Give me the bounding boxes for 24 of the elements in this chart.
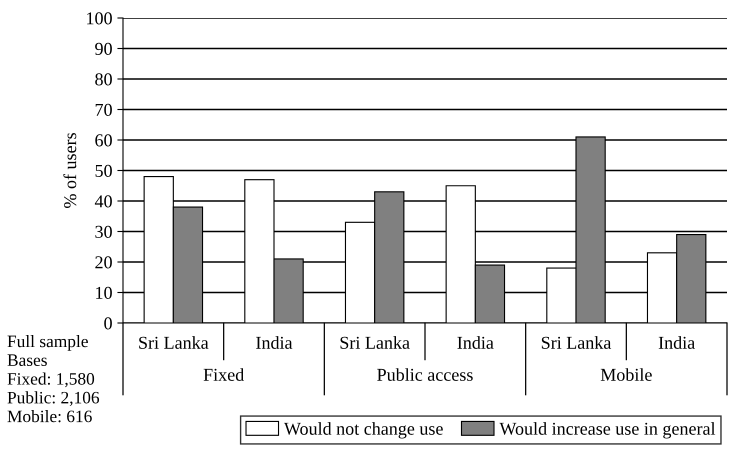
y-tick-label: 40 [94,195,112,208]
text: Public access [377,368,473,381]
text: Mobile [600,368,652,381]
y-tick-label: 80 [95,73,112,86]
y-tick-label: 50 [96,164,112,177]
y-tick-label: 90 [95,42,112,55]
text: Full sample Bases Fixed: 1,580 Public: 2,106 Mobile: 616 [8,335,100,422]
legend-label: Would not change use [284,422,443,439]
y-tick-label: 100 [87,12,112,24]
x-tick-label: Sri Lanka [340,336,410,349]
x-tick-label: Sri Lanka [139,336,208,349]
text: Fixed [204,368,244,381]
legend-label: Would increase use in general [499,422,716,439]
y-tick-label: 10 [96,286,112,299]
x-tick-label: India [457,336,494,349]
y-tick-label: 20 [95,256,112,268]
y-tick-label: 0 [104,317,112,330]
y-tick-label: 30 [95,226,112,238]
x-tick-label: Sri Lanka [542,336,612,349]
x-tick-label: India [256,336,292,349]
y-axis-title: % of users [63,133,76,208]
y-tick-label: 70 [96,104,112,116]
x-tick-label: India [658,336,695,349]
y-tick-label: 60 [95,134,112,146]
